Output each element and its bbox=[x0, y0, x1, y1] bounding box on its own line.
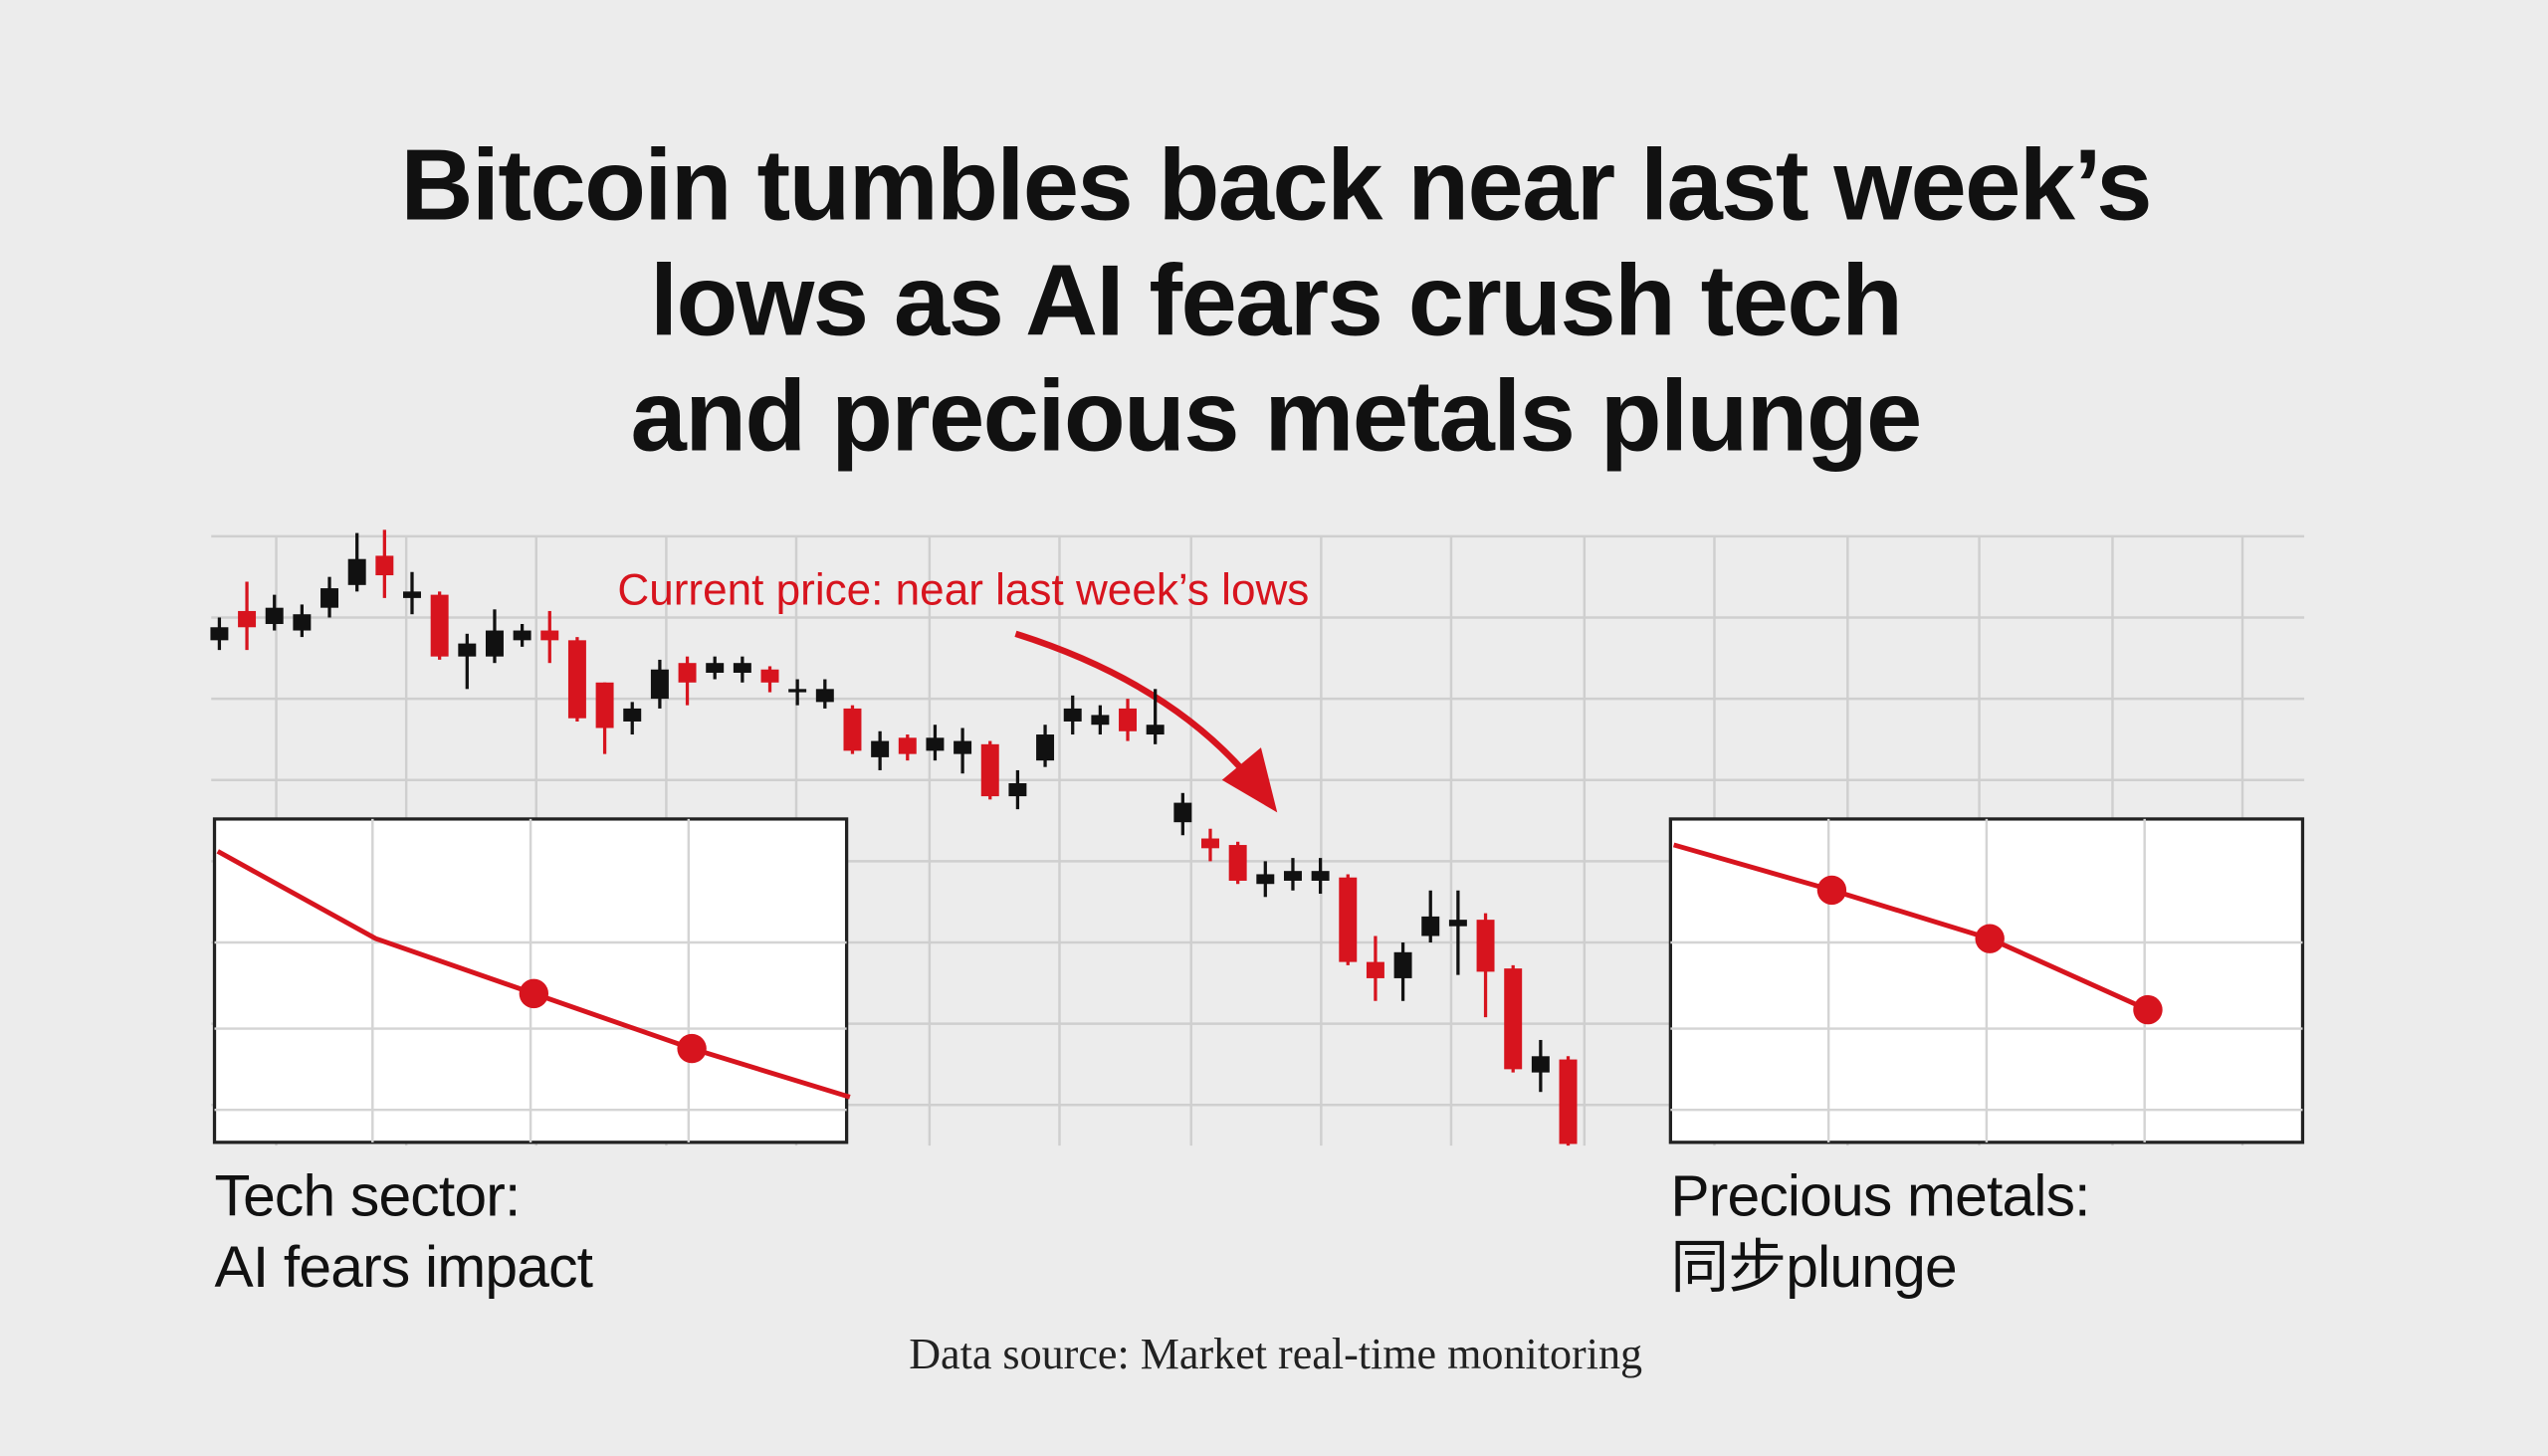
trend-marker bbox=[1816, 875, 1847, 906]
candle-body bbox=[788, 689, 807, 693]
trend-marker bbox=[677, 1033, 707, 1064]
candle-body bbox=[1393, 951, 1412, 978]
candle-body bbox=[623, 708, 642, 722]
title-line: lows as AI fears crush tech bbox=[650, 244, 1901, 356]
candle-body bbox=[1008, 783, 1027, 797]
candle-body bbox=[706, 663, 725, 673]
candle-body bbox=[430, 594, 449, 657]
candle-body bbox=[980, 743, 999, 797]
annotation: Current price: near last week’s lows bbox=[617, 565, 1309, 614]
candle-body bbox=[320, 588, 339, 608]
title-line: Bitcoin tumbles back near last week’s bbox=[400, 128, 2150, 241]
candle-body bbox=[265, 607, 284, 625]
trend-marker bbox=[1975, 924, 2005, 953]
candle-body bbox=[403, 591, 421, 598]
candle-body bbox=[1091, 715, 1110, 726]
candle-body bbox=[1448, 920, 1467, 927]
candle-body bbox=[540, 630, 559, 641]
source-note: Data source: Market real-time monitoring bbox=[909, 1330, 1642, 1378]
candle-body bbox=[1146, 725, 1165, 735]
candle-body bbox=[1421, 916, 1440, 936]
candle-body bbox=[1531, 1056, 1550, 1073]
candle-body bbox=[347, 558, 366, 585]
candle-body bbox=[815, 689, 834, 703]
candle-body bbox=[458, 643, 477, 657]
candle-body bbox=[238, 610, 257, 628]
candle-body bbox=[485, 630, 504, 657]
candle-body bbox=[898, 737, 917, 754]
candle-body bbox=[1311, 871, 1330, 881]
candle-body bbox=[678, 663, 697, 683]
candle-body bbox=[1366, 961, 1384, 978]
title-line: and precious metals plunge bbox=[631, 359, 1921, 472]
inset-label: Precious metals: bbox=[1670, 1163, 2089, 1228]
candle-body bbox=[1476, 920, 1495, 972]
trend-marker bbox=[2133, 994, 2163, 1025]
candle-body bbox=[1228, 845, 1247, 881]
candle-body bbox=[210, 627, 229, 641]
candle-body bbox=[733, 663, 751, 673]
candle-body bbox=[926, 737, 945, 751]
candle-body bbox=[375, 555, 394, 576]
candle-body bbox=[293, 614, 312, 631]
inset-label: 同步plunge bbox=[1670, 1235, 1956, 1300]
candle-body bbox=[1339, 877, 1358, 962]
candle-body bbox=[1036, 734, 1055, 761]
candle-body bbox=[954, 740, 972, 754]
candle-body bbox=[1504, 968, 1523, 1070]
candle-body bbox=[513, 630, 531, 641]
annotation-arrow bbox=[1014, 630, 1254, 782]
trend-marker bbox=[519, 978, 549, 1009]
candle-body bbox=[843, 708, 862, 751]
inset-label: Tech sector: bbox=[215, 1163, 521, 1228]
candle-body bbox=[1559, 1059, 1578, 1144]
candle-body bbox=[595, 682, 614, 728]
inset-label: AI fears impact bbox=[215, 1235, 593, 1300]
candle-body bbox=[567, 640, 586, 719]
candle-body bbox=[1063, 708, 1082, 722]
candle-body bbox=[1283, 871, 1302, 881]
arrow-head bbox=[1221, 747, 1278, 813]
candle-body bbox=[1119, 708, 1138, 731]
candle-body bbox=[1173, 802, 1192, 823]
candle-body bbox=[1256, 874, 1275, 885]
candle-body bbox=[650, 669, 669, 700]
candle-body bbox=[1201, 838, 1219, 849]
candle-body bbox=[760, 669, 779, 683]
candle-body bbox=[871, 740, 890, 757]
trend-line bbox=[1672, 842, 2149, 1012]
